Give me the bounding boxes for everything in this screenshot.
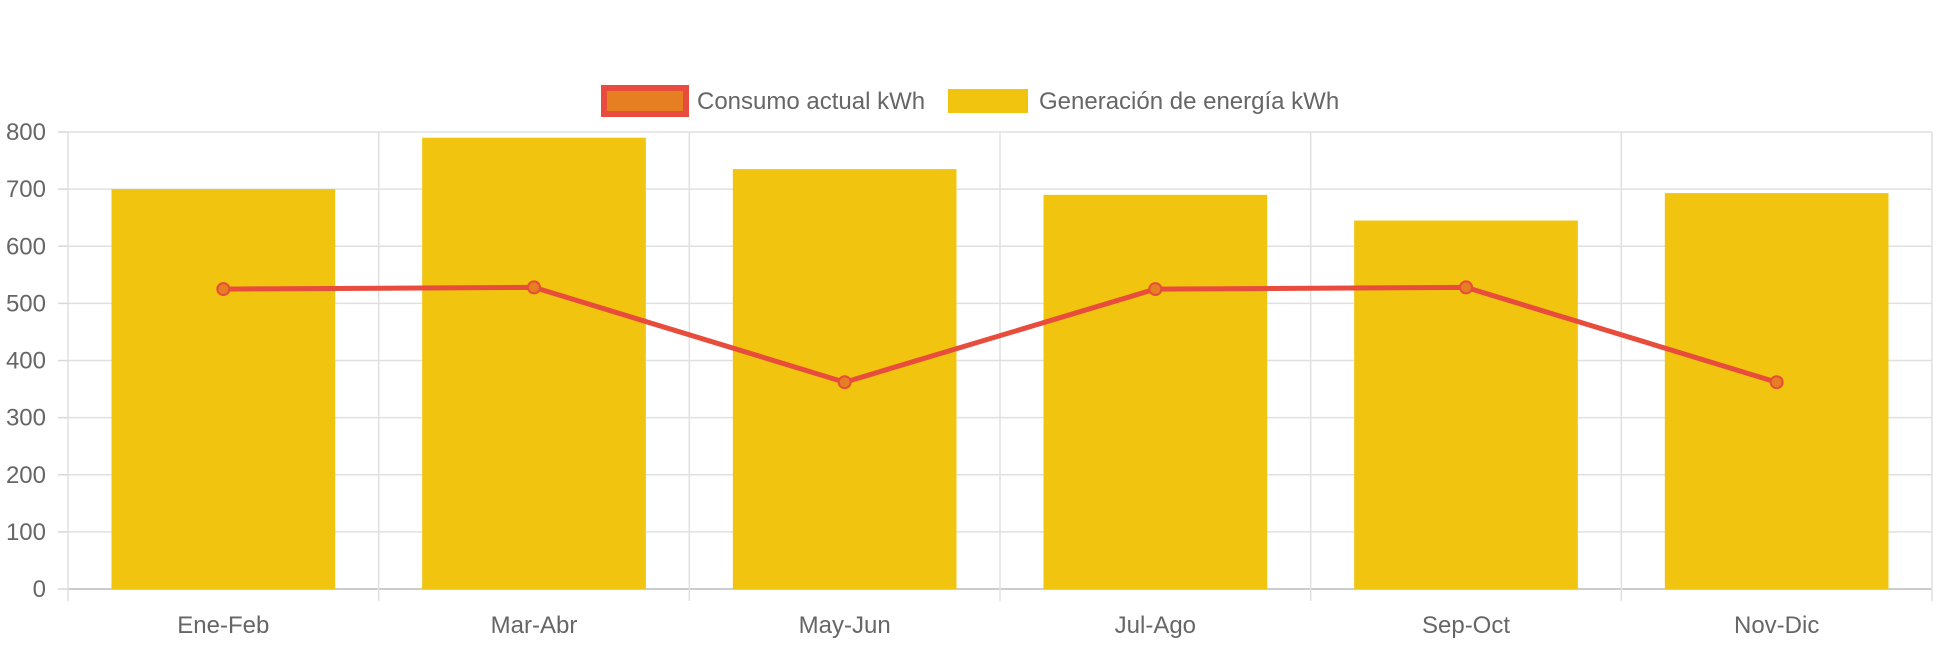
legend-swatch-consumo bbox=[601, 85, 689, 117]
legend-item-consumo[interactable]: Consumo actual kWh bbox=[601, 85, 925, 117]
bar-generacion[interactable] bbox=[422, 137, 646, 589]
point-consumo[interactable] bbox=[216, 282, 231, 297]
line-series bbox=[216, 280, 1784, 390]
point-consumo[interactable] bbox=[1148, 282, 1163, 297]
x-tick-label: Nov-Dic bbox=[1734, 612, 1819, 639]
legend-label-consumo: Consumo actual kWh bbox=[697, 88, 925, 115]
legend-label-generacion: Generación de energía kWh bbox=[1039, 88, 1339, 115]
x-tick-label: Mar-Abr bbox=[491, 612, 578, 639]
y-tick-label: 100 bbox=[6, 519, 46, 546]
y-tick-label: 500 bbox=[6, 290, 46, 317]
y-tick-label: 300 bbox=[6, 405, 46, 432]
y-tick-label: 700 bbox=[6, 176, 46, 203]
axes: 0 100 200 300 400 500 600 700 800 Ene-Feb Mar-Abr M… bbox=[6, 119, 1819, 639]
point-consumo[interactable] bbox=[837, 375, 852, 390]
y-tick-label: 600 bbox=[6, 233, 46, 260]
bar-generacion[interactable] bbox=[1354, 220, 1578, 589]
legend-swatch-generacion bbox=[948, 89, 1028, 113]
bar-generacion[interactable] bbox=[1043, 194, 1268, 589]
point-consumo[interactable] bbox=[527, 280, 541, 295]
y-tick-label: 0 bbox=[33, 576, 46, 603]
x-tick-label: May-Jun bbox=[799, 612, 891, 639]
x-tick-label: Ene-Feb bbox=[177, 612, 269, 639]
point-consumo[interactable] bbox=[1769, 375, 1784, 390]
line-consumo bbox=[223, 284, 1778, 385]
bar-generacion[interactable] bbox=[1664, 193, 1889, 589]
x-tick-label: Jul-Ago bbox=[1115, 612, 1196, 639]
y-tick-label: 400 bbox=[6, 348, 46, 375]
legend-item-generacion[interactable]: Generación de energía kWh bbox=[948, 88, 1339, 115]
y-tick-label: 800 bbox=[6, 119, 46, 146]
grid bbox=[67, 131, 1933, 601]
bar-series bbox=[111, 137, 1889, 589]
y-tick-label: 200 bbox=[6, 462, 46, 489]
bar-generacion[interactable] bbox=[111, 189, 336, 589]
point-consumo[interactable] bbox=[1459, 280, 1473, 295]
x-tick-label: Sep-Oct bbox=[1422, 612, 1510, 639]
legend: Consumo actual kWh Generación de energía… bbox=[601, 85, 1339, 117]
